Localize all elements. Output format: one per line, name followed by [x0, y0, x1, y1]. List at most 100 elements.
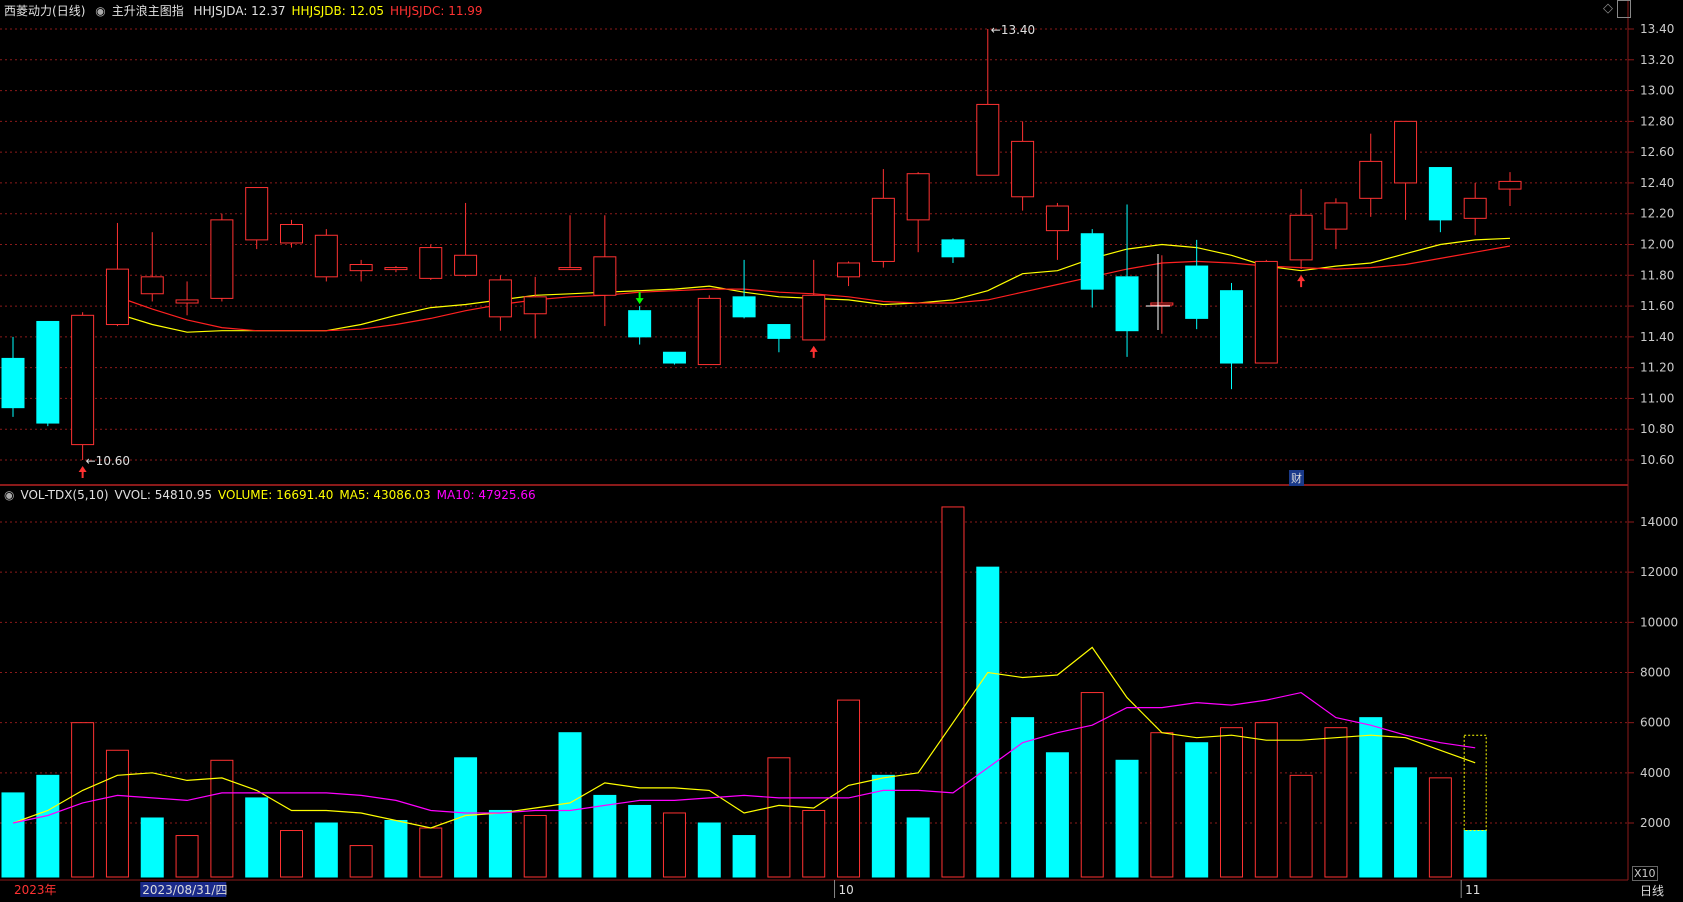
candle-body-up — [1498, 180, 1522, 190]
candle-body-down — [628, 310, 652, 338]
volume-bar-down — [1359, 717, 1383, 878]
volume-bar-down — [488, 809, 512, 878]
volume-bar-up — [802, 809, 826, 878]
main-y-tick-label: 11.80 — [1640, 268, 1674, 282]
main-y-tick-label: 11.20 — [1640, 361, 1674, 375]
financial-badge[interactable]: 财 — [1289, 470, 1304, 486]
sell-arrow-icon — [635, 292, 644, 305]
diamond-icon[interactable]: ◇ — [1603, 1, 1613, 16]
candle-body-up — [523, 296, 547, 315]
buy-arrow-icon — [1297, 275, 1306, 288]
volume-bar-up — [349, 845, 373, 878]
volume-y-tick-label: 12000 — [1640, 565, 1678, 579]
volume-y-tick-label: 2000 — [1640, 816, 1671, 830]
volume-bar-up — [280, 830, 304, 878]
date-highlight-bg — [140, 882, 227, 897]
main-y-tick-label: 11.00 — [1640, 391, 1674, 405]
candle-body-up — [1324, 202, 1348, 230]
volume-bar-up — [767, 757, 791, 878]
volume-indicator-value-2: VOLUME: 16691.40 — [217, 488, 334, 502]
candle-body-up — [419, 247, 443, 279]
x-axis-label: 10 — [839, 883, 854, 897]
period-button[interactable]: 日线 — [1640, 884, 1665, 898]
volume-bar-down — [384, 819, 408, 878]
volume-bar-down — [1, 792, 25, 878]
indicator-settings-icon[interactable]: ◉ — [95, 4, 106, 18]
main-y-tick-label: 12.20 — [1640, 207, 1674, 221]
candle-body-up — [71, 314, 95, 446]
candle-body-up — [314, 234, 338, 278]
volume-bar-down — [906, 817, 930, 878]
candle-body-down — [941, 239, 965, 258]
candle-body-down — [36, 320, 60, 424]
stock-name[interactable]: 西菱动力 — [4, 4, 53, 18]
volume-bar-down — [1185, 742, 1209, 878]
main-y-tick-label: 13.40 — [1640, 22, 1674, 36]
volume-bar-down — [976, 566, 1000, 878]
x-axis-label: 2023年 — [14, 883, 57, 897]
panel-toggle-icon[interactable] — [1617, 0, 1631, 18]
indicator-name[interactable]: 主升浪主图指 — [111, 4, 184, 18]
candle-body-up — [593, 256, 617, 296]
volume-bar-up — [1289, 774, 1313, 878]
volume-bar-up — [1080, 692, 1104, 878]
volume-bar-down — [628, 804, 652, 878]
price-extreme-label: ←10.60 — [86, 454, 130, 468]
volume-bar-up — [1254, 722, 1278, 878]
x-axis-label: 2023/08/31/四 — [142, 883, 227, 897]
candle-body-up — [1011, 140, 1035, 198]
main-y-tick-label: 11.40 — [1640, 330, 1674, 344]
volume-y-tick-label: 8000 — [1640, 666, 1671, 680]
candle-body-up — [976, 103, 1000, 176]
volume-bar-up — [1150, 732, 1174, 878]
candle-body-up — [1254, 260, 1278, 364]
volume-indicator-value-0: VOL-TDX(5,10) — [20, 488, 109, 502]
volume-bar-down — [1045, 752, 1069, 878]
volume-bar-up — [71, 722, 95, 878]
candle-body-up — [558, 267, 582, 271]
main-y-tick-label: 12.40 — [1640, 176, 1674, 190]
volume-y-tick-label: 10000 — [1640, 615, 1678, 629]
volume-bar-down — [1011, 717, 1035, 878]
volume-bar-up — [1324, 727, 1348, 878]
volume-settings-icon[interactable]: ◉ — [4, 488, 15, 502]
volume-bar-down — [245, 797, 269, 878]
candle-body-up — [140, 276, 164, 295]
volume-chart-header: ◉ VOL-TDX(5,10) VVOL: 54810.95 VOLUME: 1669… — [4, 488, 548, 502]
volume-bar-down — [1463, 830, 1487, 878]
candle-body-up — [697, 297, 721, 366]
main-indicator-value-2: HHJSJDC: 11.99 — [389, 4, 483, 18]
candle-body-up — [175, 299, 199, 304]
volume-ma10-line — [12, 691, 1476, 824]
candle-body-down — [662, 351, 686, 364]
volume-bar-down — [36, 774, 60, 878]
volume-indicator-value-4: MA10: 47925.66 — [436, 488, 536, 502]
main-y-tick-label: 12.80 — [1640, 114, 1674, 128]
buy-arrow-icon — [78, 466, 87, 478]
volume-bar-up — [175, 835, 199, 878]
candle-body-up — [280, 223, 304, 244]
candle-body-up — [454, 254, 478, 276]
x10-label[interactable]: X10 — [1632, 866, 1658, 881]
main-indicator-value-1: HHJSJDB: 12.05 — [291, 4, 384, 18]
candle-body-down — [1185, 265, 1209, 319]
candle-body-up — [1394, 120, 1418, 184]
volume-bar-up — [210, 759, 234, 878]
volume-bar-down — [454, 757, 478, 878]
candle-body-up — [1359, 160, 1383, 199]
candle-body-up — [837, 262, 861, 278]
volume-bar-up — [523, 814, 547, 878]
candle-body-up — [1150, 302, 1174, 306]
main-indicator-value-0: HHJSJDA: 12.37 — [193, 4, 286, 18]
price-extreme-label: ←13.40 — [991, 23, 1035, 37]
main-chart-header: 西菱动力(日线) ◉ 主升浪主图指 HHJSJDA: 12.37 HHJSJDB: … — [4, 2, 495, 19]
candle-body-down — [1219, 290, 1243, 364]
main-y-tick-label: 13.00 — [1640, 84, 1674, 98]
candle-body-up — [906, 173, 930, 221]
volume-forecast-box — [1463, 734, 1487, 832]
period-label: (日线) — [52, 4, 86, 18]
candle-body-down — [1115, 276, 1139, 332]
volume-bar-down — [732, 835, 756, 878]
volume-bar-up — [662, 812, 686, 878]
